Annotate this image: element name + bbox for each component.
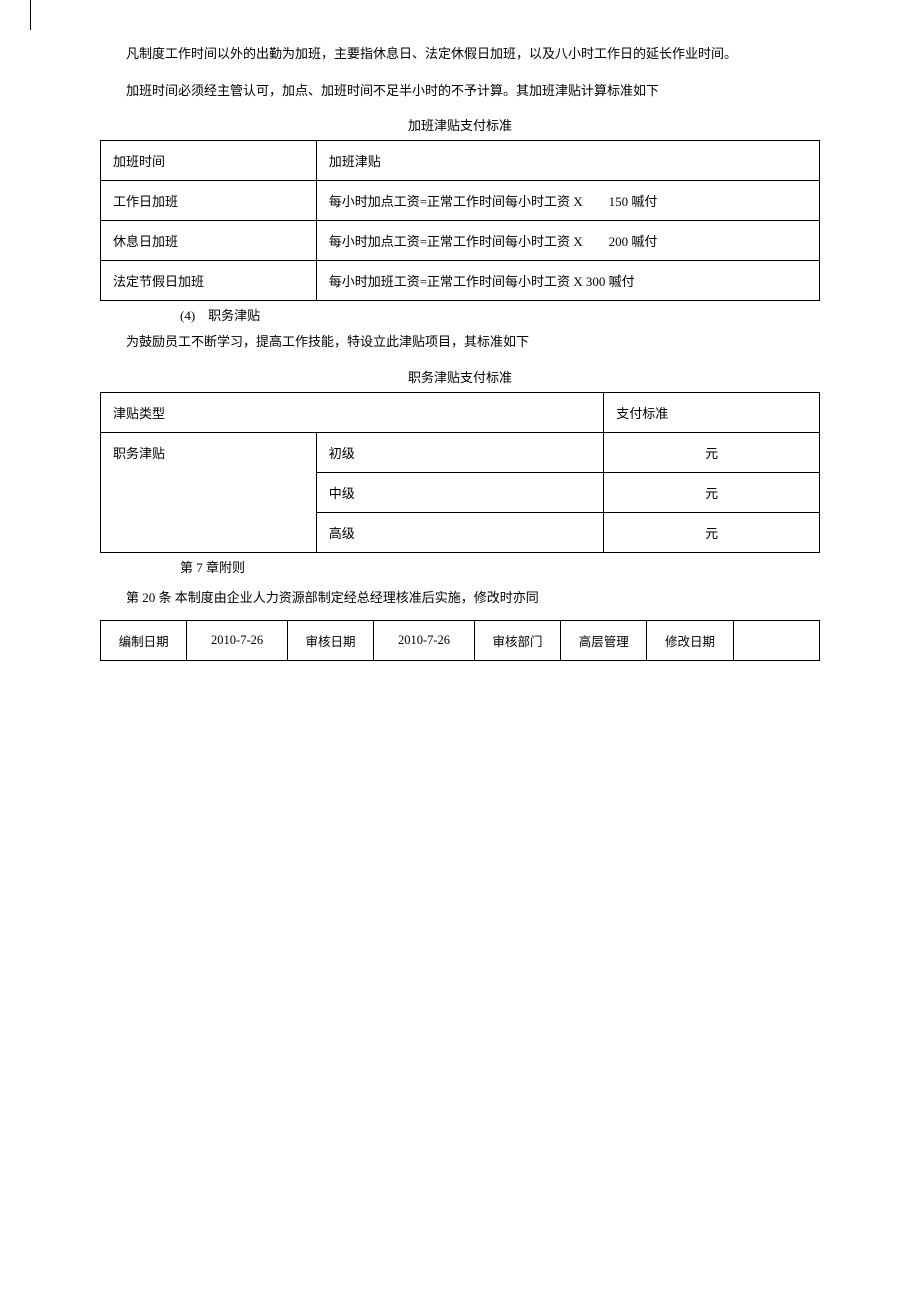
table-row: 加班时间 加班津贴 xyxy=(101,141,820,181)
overtime-allowance-table: 加班时间 加班津贴 工作日加班 每小时加点工资=正常工作时间每小时工资 X 15… xyxy=(100,140,820,301)
table-header-cell: 支付标准 xyxy=(604,392,820,432)
table-cell-value: 2010-7-26 xyxy=(187,621,288,661)
table-cell-level: 高级 xyxy=(316,512,604,552)
duty-allowance-table: 津贴类型 支付标准 职务津贴 初级 元 中级 元 高级 元 xyxy=(100,392,820,553)
table-header-cell: 津贴类型 xyxy=(101,392,604,432)
table-cell-level: 中级 xyxy=(316,472,604,512)
table-header-cell: 加班津贴 xyxy=(316,141,819,181)
table-cell: 每小时加点工资=正常工作时间每小时工资 X 150 嘁付 xyxy=(316,181,819,221)
table-cell-unit: 元 xyxy=(604,432,820,472)
article-20: 第 20 条 本制度由企业人力资源部制定经总经理核准后实施，修改时亦同 xyxy=(100,584,820,613)
table-cell-value: 高层管理 xyxy=(561,621,647,661)
table-cell-value: 2010-7-26 xyxy=(374,621,475,661)
table-cell: 法定节假日加班 xyxy=(101,261,317,301)
document-page: 凡制度工作时间以外的出勤为加班，主要指休息日、法定休假日加班，以及八小时工作日的… xyxy=(0,40,920,701)
paragraph-overtime-rule: 加班时间必须经主管认可，加点、加班时间不足半小时的不予计算。其加班津贴计算标准如… xyxy=(100,77,820,106)
table-row: 法定节假日加班 每小时加班工资=正常工作时间每小时工资 X 300 嘁付 xyxy=(101,261,820,301)
approval-table: 编制日期 2010-7-26 审核日期 2010-7-26 审核部门 高层管理 … xyxy=(100,620,820,661)
table-cell: 休息日加班 xyxy=(101,221,317,261)
table-cell-unit: 元 xyxy=(604,472,820,512)
table-row: 休息日加班 每小时加点工资=正常工作时间每小时工资 X 200 嘁付 xyxy=(101,221,820,261)
item-4-label: (4) 职务津贴 xyxy=(180,305,820,324)
table-header-cell: 加班时间 xyxy=(101,141,317,181)
table-cell-unit: 元 xyxy=(604,512,820,552)
chapter-7-heading: 第 7 章附则 xyxy=(180,557,820,576)
table1-title: 加班津贴支付标准 xyxy=(100,115,820,134)
table2-title: 职务津贴支付标准 xyxy=(100,367,820,386)
table-row: 职务津贴 初级 元 xyxy=(101,432,820,472)
table-cell-type: 职务津贴 xyxy=(101,432,317,552)
table-row: 工作日加班 每小时加点工资=正常工作时间每小时工资 X 150 嘁付 xyxy=(101,181,820,221)
top-border-stub xyxy=(30,0,920,30)
paragraph-overtime-def: 凡制度工作时间以外的出勤为加班，主要指休息日、法定休假日加班，以及八小时工作日的… xyxy=(100,40,820,69)
table-cell-label: 审核日期 xyxy=(287,621,373,661)
paragraph-duty-allowance: 为鼓励员工不断学习，提高工作技能，特设立此津贴项目，其标准如下 xyxy=(100,328,820,357)
table-cell-label: 修改日期 xyxy=(647,621,733,661)
table-row: 编制日期 2010-7-26 审核日期 2010-7-26 审核部门 高层管理 … xyxy=(101,621,820,661)
table-cell: 每小时加班工资=正常工作时间每小时工资 X 300 嘁付 xyxy=(316,261,819,301)
table-row: 津贴类型 支付标准 xyxy=(101,392,820,432)
table-cell-label: 编制日期 xyxy=(101,621,187,661)
table-cell-level: 初级 xyxy=(316,432,604,472)
table-cell-label: 审核部门 xyxy=(474,621,560,661)
table-cell: 工作日加班 xyxy=(101,181,317,221)
table-cell-value xyxy=(733,621,819,661)
table-cell: 每小时加点工资=正常工作时间每小时工资 X 200 嘁付 xyxy=(316,221,819,261)
